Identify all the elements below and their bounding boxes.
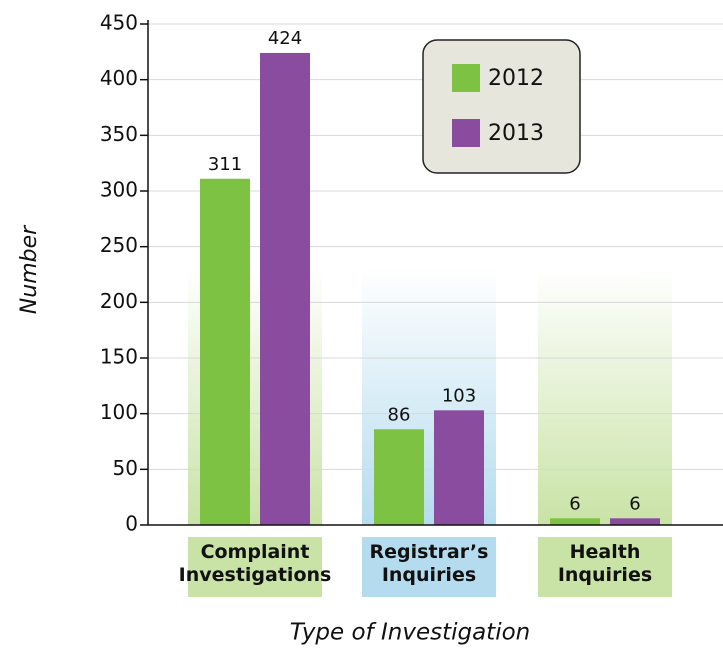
- category-label-bg: [188, 537, 322, 597]
- y-tick-label: 0: [125, 512, 138, 536]
- y-tick-label: 50: [113, 456, 138, 480]
- y-axis-label: Number: [17, 224, 42, 314]
- y-tick-label: 300: [100, 178, 138, 202]
- legend-label: 2013: [488, 121, 544, 146]
- data-label: 6: [629, 493, 640, 514]
- bar: [200, 178, 250, 525]
- x-axis-label: Type of Investigation: [290, 620, 530, 646]
- legend-swatch: [452, 119, 480, 147]
- y-tick-label: 150: [100, 345, 138, 369]
- category-label-bg: [362, 537, 496, 597]
- category-band: [538, 268, 672, 525]
- y-tick-label: 200: [100, 289, 138, 313]
- y-tick-label: 400: [100, 66, 138, 90]
- data-label: 86: [388, 404, 411, 425]
- legend-label: 2012: [488, 66, 544, 91]
- x-tick-label: Complaint Investigations: [178, 541, 332, 586]
- y-tick-label: 250: [100, 233, 138, 257]
- x-tick-label: Health Inquiries: [557, 541, 653, 586]
- x-tick-label: Registrar’s Inquiries: [369, 541, 489, 586]
- legend-swatch: [452, 64, 480, 92]
- bar: [374, 429, 424, 525]
- bar: [550, 518, 600, 525]
- data-label: 103: [442, 385, 476, 406]
- bar: [434, 410, 484, 525]
- category-label-bg: [538, 537, 672, 597]
- y-tick-label: 100: [100, 400, 138, 424]
- bar: [260, 52, 310, 526]
- bar: [610, 518, 660, 525]
- y-tick-label: 350: [100, 122, 138, 146]
- y-tick-label: 450: [100, 11, 138, 35]
- data-label: 6: [569, 493, 580, 514]
- data-label: 424: [268, 28, 302, 49]
- data-label: 311: [208, 154, 242, 175]
- legend-box: [422, 39, 581, 174]
